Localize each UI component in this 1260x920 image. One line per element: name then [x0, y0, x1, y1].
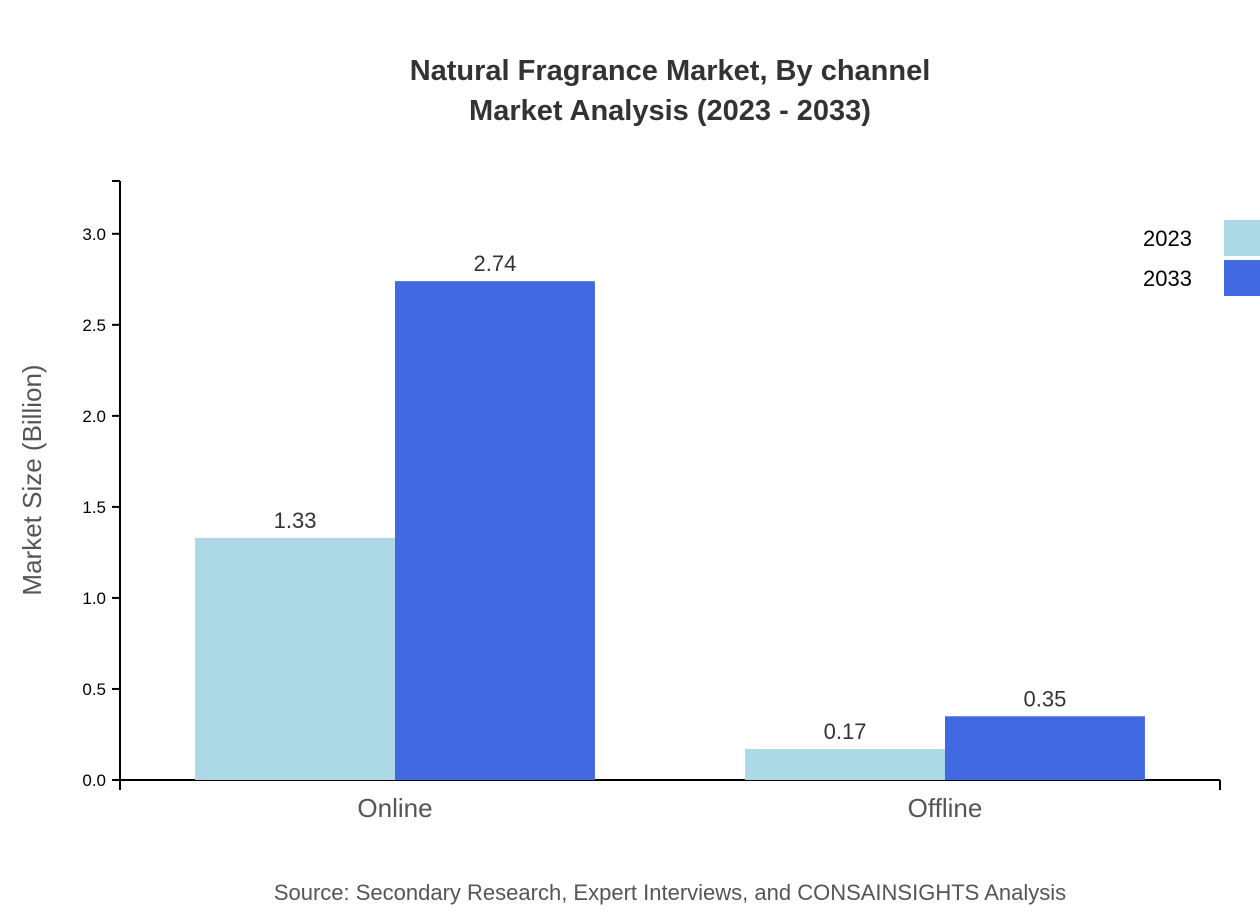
bar-2023-online [195, 537, 395, 780]
data-label: 0.35 [1024, 686, 1067, 711]
y-tick-label: 1.5 [82, 498, 106, 517]
data-label: 1.33 [274, 508, 317, 533]
bar-2023-offline [745, 749, 945, 780]
source-note: Source: Secondary Research, Expert Inter… [274, 880, 1066, 905]
x-tick-label: Offline [908, 793, 983, 823]
data-label: 2.74 [474, 251, 517, 276]
y-tick-label: 2.0 [82, 407, 106, 426]
y-tick-label: 0.0 [82, 771, 106, 790]
x-tick-label: Online [357, 793, 432, 823]
y-axis: 0.0 0.5 1.0 1.5 2.0 2.5 3.0 [82, 180, 121, 790]
bar-2033-online [395, 281, 595, 780]
y-tick-label: 1.0 [82, 589, 106, 608]
x-axis: Online Offline [119, 779, 1221, 823]
legend-label: 2033 [1143, 266, 1192, 291]
chart-title: Natural Fragrance Market, By channel [410, 55, 931, 87]
y-tick-label: 0.5 [82, 680, 106, 699]
y-tick-label: 3.0 [82, 225, 106, 244]
legend: 2023 2033 [1143, 220, 1260, 296]
legend-swatch [1224, 220, 1260, 256]
legend-label: 2023 [1143, 226, 1192, 251]
chart-subtitle: Market Analysis (2023 - 2033) [469, 95, 871, 127]
y-tick-label: 2.5 [82, 316, 106, 335]
bar-2033-offline [945, 716, 1145, 780]
y-axis-label: Market Size (Billion) [17, 364, 47, 595]
bars: 1.33 2.74 0.17 0.35 [195, 251, 1145, 780]
data-label: 0.17 [824, 719, 867, 744]
legend-swatch [1224, 260, 1260, 296]
